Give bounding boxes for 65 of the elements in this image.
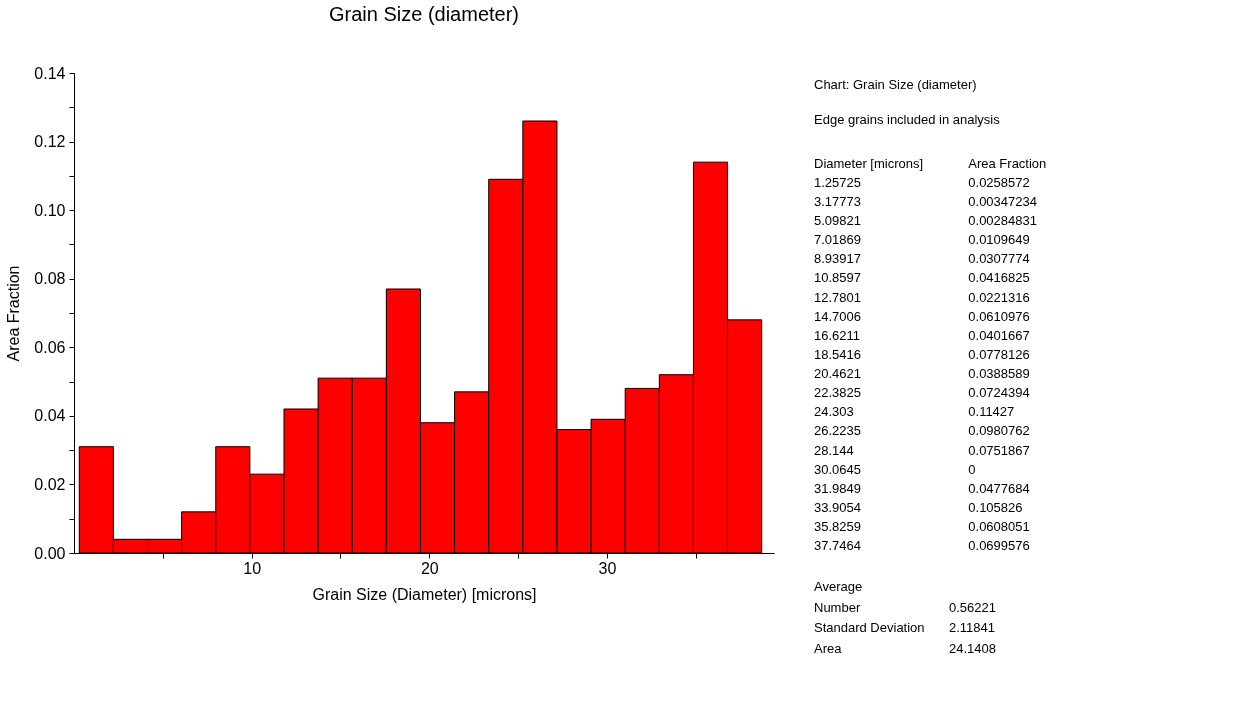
text: 0.00284831	[968, 213, 1037, 229]
chart-title: Grain Size (diameter)	[328, 3, 520, 25]
text: Area	[814, 641, 843, 657]
text: 7.01869	[814, 232, 861, 248]
text: 10.8597	[814, 270, 861, 286]
y-tick-label: 0.02	[34, 475, 66, 493]
text: 0.0699576	[968, 538, 1030, 554]
x-tick-label: 30	[598, 559, 617, 577]
x-tick-label: 20	[420, 559, 439, 577]
text: Average	[814, 578, 863, 594]
text: 0.105826	[968, 499, 1023, 515]
text: 20.4621	[814, 366, 861, 382]
text: 0.0221316	[968, 289, 1030, 305]
text: 22.3825	[814, 385, 861, 401]
text: 28.144	[814, 442, 854, 458]
text: Chart: Grain Size (diameter)	[814, 76, 977, 92]
text: 30.0645	[814, 461, 861, 477]
text: 0.0608051	[968, 519, 1030, 535]
text: 0.0109649	[968, 232, 1030, 248]
text: 3.17773	[814, 193, 861, 209]
text: 0.0724394	[968, 385, 1030, 401]
y-tick-label: 0.14	[34, 64, 66, 82]
text: Standard Deviation	[814, 620, 925, 636]
text: 0.0778126	[968, 346, 1030, 362]
text: 33.9054	[814, 499, 861, 515]
x-axis-title: Grain Size (Diameter) [microns]	[312, 585, 537, 603]
text: 18.5416	[814, 346, 861, 362]
text: 31.9849	[814, 480, 861, 496]
text: 12.7801	[814, 289, 861, 305]
text: Number	[814, 599, 861, 615]
y-tick-label: 0.00	[34, 544, 66, 562]
y-tick-label: 0.04	[34, 407, 66, 425]
text: 0.0610976	[968, 308, 1030, 324]
text: 0.11427	[968, 404, 1015, 420]
text: 0.00347234	[968, 193, 1037, 209]
text: 16.6211	[814, 327, 861, 343]
text: 5.09821	[814, 213, 861, 229]
text: 37.7464	[814, 538, 861, 554]
text: 0.0751867	[968, 442, 1030, 458]
text: 0.0416825	[968, 270, 1030, 286]
text: 0	[968, 461, 976, 477]
y-tick-label: 0.06	[34, 338, 66, 356]
text: 35.8259	[814, 519, 861, 535]
text: 1.25725	[814, 174, 861, 190]
text: Diameter [microns]	[814, 155, 924, 171]
text: Area Fraction	[968, 155, 1047, 171]
text: 26.2235	[814, 423, 861, 439]
y-tick-label: 0.08	[34, 270, 66, 288]
text: Edge grains included in analysis	[814, 112, 1001, 128]
text: 0.0388589	[968, 366, 1030, 382]
y-axis-title: Area Fraction	[5, 265, 23, 362]
x-tick-label: 10	[243, 559, 262, 577]
text: 0.0477684	[968, 480, 1030, 496]
text: 24.303	[814, 404, 854, 420]
text: 0.0258572	[968, 174, 1030, 190]
text: 24.1408	[949, 641, 996, 657]
y-tick-label: 0.12	[34, 133, 66, 151]
text: 0.0307774	[968, 251, 1030, 267]
text: 0.0980762	[968, 423, 1030, 439]
text: 8.93917	[814, 251, 861, 267]
text: 14.7006	[814, 308, 861, 324]
text: 2.11841	[949, 620, 996, 636]
y-tick-label: 0.10	[34, 201, 66, 219]
text: 0.56221	[949, 599, 996, 615]
text: 0.0401667	[968, 327, 1030, 343]
